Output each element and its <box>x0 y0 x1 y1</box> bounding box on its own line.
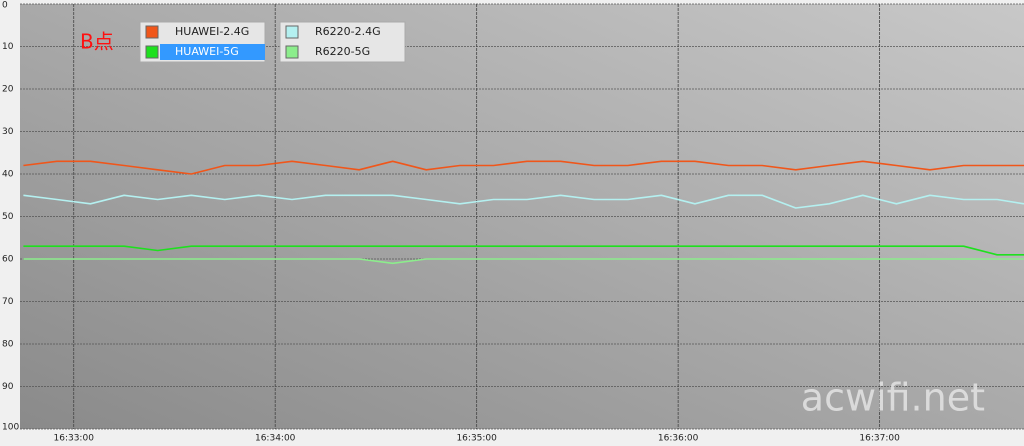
legend-label[interactable]: HUAWEI-2.4G <box>175 25 249 38</box>
legend-box <box>279 21 406 63</box>
x-tick-label: 16:33:00 <box>54 434 95 444</box>
legend-swatch[interactable] <box>145 25 159 39</box>
legend-highlight <box>160 44 265 60</box>
y-tick-label: 20 <box>2 85 14 95</box>
y-tick-label: 10 <box>2 42 14 52</box>
legend-label[interactable]: HUAWEI-5G <box>175 45 239 58</box>
legend-swatch[interactable] <box>145 45 159 59</box>
series-line <box>23 194 1024 209</box>
legend-label[interactable]: R6220-2.4G <box>315 25 381 38</box>
legend-swatch[interactable] <box>285 25 299 39</box>
series-line <box>23 245 1024 256</box>
x-tick-label: 16:35:00 <box>456 434 497 444</box>
y-tick-label: 0 <box>2 1 8 11</box>
y-tick-label: 60 <box>2 255 14 265</box>
y-tick-label: 80 <box>2 340 14 350</box>
y-tick-label: 100 <box>2 423 19 433</box>
x-tick-label: 16:37:00 <box>859 434 900 444</box>
x-tick-label: 16:34:00 <box>255 434 296 444</box>
y-tick-label: 70 <box>2 297 14 307</box>
y-tick-label: 50 <box>2 212 14 222</box>
x-tick-label: 16:36:00 <box>658 434 699 444</box>
series-line <box>23 160 1024 175</box>
legend-label[interactable]: R6220-5G <box>315 45 370 58</box>
series-line <box>23 258 1024 265</box>
y-tick-label: 30 <box>2 127 14 137</box>
watermark: acwifi.net <box>801 376 985 420</box>
legend-swatch[interactable] <box>285 45 299 59</box>
y-tick-label: 90 <box>2 382 14 392</box>
annotation: B点 <box>80 30 114 54</box>
y-tick-label: 40 <box>2 170 14 180</box>
